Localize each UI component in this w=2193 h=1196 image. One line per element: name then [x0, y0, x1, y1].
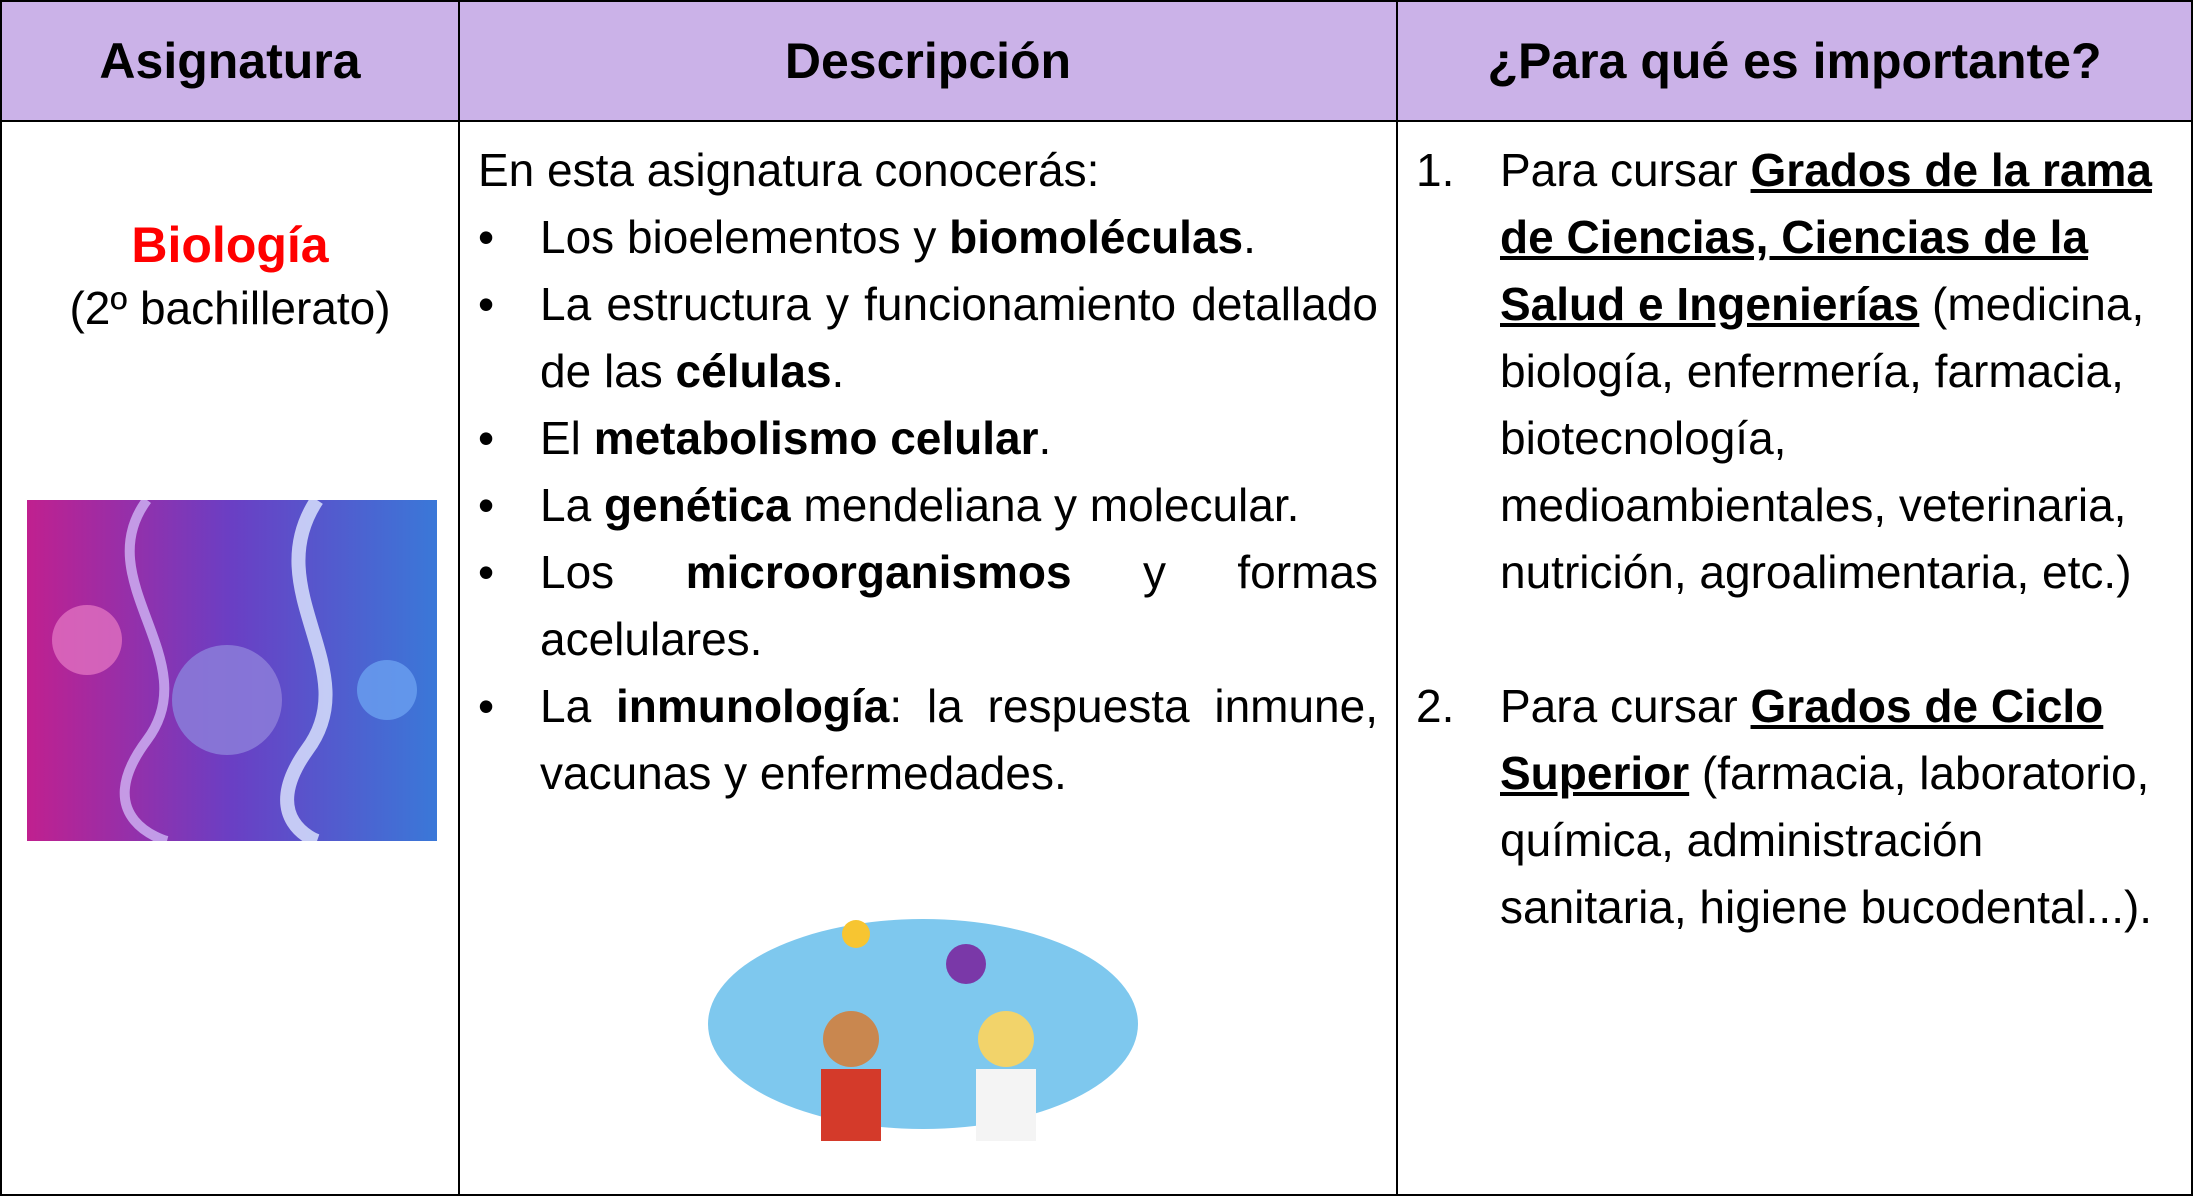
description-cell: En esta asignatura conocerás: • Los bioel… — [458, 120, 1398, 1196]
text-run: . — [1038, 412, 1052, 464]
text-run: biomoléculas — [949, 211, 1244, 263]
text-run: Los bioelementos y — [540, 211, 950, 263]
text-run: (farmacia, laboratorio, química, adminis… — [1500, 747, 2153, 933]
bullet-text: Los bioelementos y biomoléculas. — [540, 204, 1378, 271]
text-run: : la respuesta inmune, vacunas y enferme… — [540, 680, 1379, 799]
text-run: El — [540, 412, 594, 464]
bullet-item: • La estructura y funcionamiento detallad… — [478, 271, 1378, 405]
bullet-text: La genética mendeliana y molecular. — [540, 472, 1378, 539]
text-run: . — [831, 345, 845, 397]
item-number: 2. — [1416, 680, 1455, 732]
text-run: genética — [603, 479, 791, 531]
item-text: Para cursar Grados de Ciclo Superior (fa… — [1500, 673, 2161, 941]
bullet-item: • Los bioelementos y biomoléculas. — [478, 204, 1378, 271]
description-intro: En esta asignatura conocerás: — [478, 144, 1100, 196]
bullet-text: La estructura y funcionamiento detallado… — [540, 271, 1378, 405]
bullet: • — [478, 479, 495, 531]
text-run: y formas acelulares. — [540, 546, 1378, 665]
importance: 1. Para cursar Grados de la rama de Cienc… — [1398, 120, 2191, 941]
bullet-item: • El metabolismo celular. — [478, 405, 1378, 472]
bullet-item: • La inmunología: la respuesta inmune, va… — [478, 673, 1378, 807]
science-image — [708, 919, 1138, 1141]
text-run: Grados de Ciclo Superior — [1500, 680, 2104, 799]
bullet: • — [478, 680, 495, 732]
bullet-text: El metabolismo celular. — [540, 405, 1378, 472]
text-run: La — [540, 680, 616, 732]
text-run: Los — [540, 546, 686, 598]
text-run: células — [675, 345, 832, 397]
text-run: . — [1243, 211, 1256, 263]
text-run: La estructura y funcionamiento detallado… — [540, 278, 1378, 397]
header-cell: Asignatura — [0, 0, 460, 122]
bullet: • — [478, 412, 495, 464]
importance-cell: 1. Para cursar Grados de la rama de Cienc… — [1396, 120, 2193, 1196]
bullet-text: La inmunología: la respuesta inmune, vac… — [540, 673, 1378, 807]
numbered-item: 2. Para cursar Grados de Ciclo Superior (… — [1416, 673, 2161, 941]
item-number: 1. — [1416, 144, 1455, 196]
text-run: Para cursar — [1500, 680, 1751, 732]
item-text: Para cursar Grados de la rama de Ciencia… — [1500, 137, 2161, 606]
biology-image — [27, 500, 437, 841]
description: En esta asignatura conocerás: • Los bioel… — [460, 120, 1396, 807]
text-run: mendeliana y molecular. — [790, 479, 1300, 531]
header-cell: ¿Para qué es importante? — [1396, 0, 2193, 122]
bullet-item: • Los microorganismos y formas acelulares… — [478, 539, 1378, 673]
text-run: (medicina, biología, enfermería, farmaci… — [1500, 278, 2145, 598]
bullet-text: Los microorganismos y formas acelulares. — [540, 539, 1378, 673]
text-run: microorganismos — [685, 546, 1072, 598]
numbered-item: 1. Para cursar Grados de la rama de Cienc… — [1416, 137, 2161, 606]
subject-name: Biología — [131, 217, 329, 273]
text-run: Grados de la rama de Ciencias, Ciencias … — [1500, 144, 2152, 330]
bullet: • — [478, 278, 495, 330]
bullet: • — [478, 211, 495, 263]
text-run: Para cursar — [1500, 144, 1751, 196]
bullet: • — [478, 546, 495, 598]
text-run: metabolismo celular — [593, 412, 1039, 464]
text-run: La — [540, 479, 604, 531]
header-cell: Descripción — [458, 0, 1398, 122]
bullet-item: • La genética mendeliana y molecular. — [478, 472, 1378, 539]
subject-cell: Biología (2º bachillerato) — [0, 120, 460, 1196]
text-run: inmunología — [615, 680, 890, 732]
subject-level: (2º bachillerato) — [69, 282, 391, 334]
